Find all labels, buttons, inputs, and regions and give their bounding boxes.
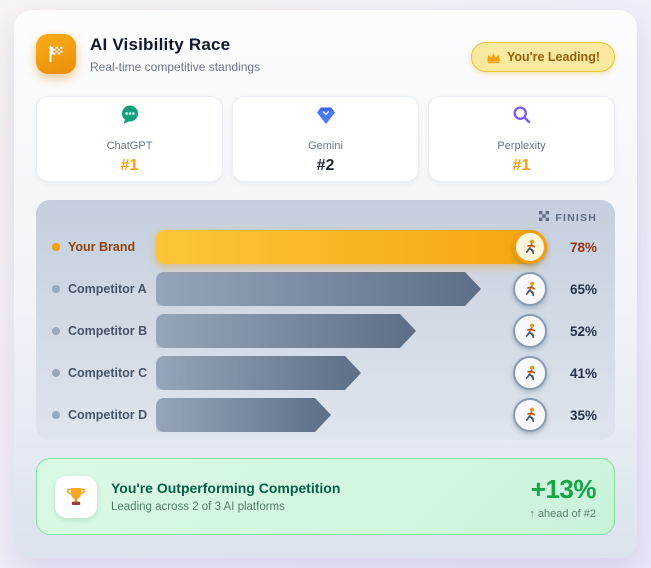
- race-panel: FINISH Your Brand 78% Competitor A: [36, 200, 615, 440]
- leading-status-badge: You're Leading!: [470, 42, 615, 72]
- chat-bubble-icon: [118, 103, 142, 132]
- visibility-race-widget: AI Visibility Race Real-time competitive…: [14, 10, 637, 558]
- crown-icon: [487, 52, 500, 63]
- race-track: [156, 272, 505, 306]
- trophy-icon: [55, 475, 97, 518]
- legend-dot: [52, 411, 60, 419]
- race-row: Competitor C 41%: [52, 356, 599, 390]
- runner-badge: [513, 398, 547, 432]
- magnifier-icon: [510, 103, 534, 132]
- visibility-percent: 65%: [569, 281, 597, 297]
- race-track: [156, 230, 546, 264]
- runner-icon: [525, 407, 536, 423]
- summary-banner: You're Outperforming Competition Leading…: [36, 458, 615, 535]
- visibility-percent: 52%: [569, 323, 597, 339]
- race-row: Competitor D 35%: [52, 398, 599, 432]
- visibility-percent: 78%: [569, 239, 597, 255]
- lead-delta-note: ↑ ahead of #2: [529, 507, 596, 520]
- platform-card[interactable]: ChatGPT #1: [36, 96, 223, 182]
- finish-line-label: FINISH: [52, 211, 599, 224]
- competitor-name: Competitor B: [68, 324, 148, 338]
- runner-icon: [525, 323, 536, 339]
- header-text: AI Visibility Race Real-time competitive…: [90, 35, 260, 74]
- summary-text: You're Outperforming Competition Leading…: [111, 480, 340, 513]
- legend-dot: [52, 327, 60, 335]
- summary-delta-block: +13% ↑ ahead of #2: [529, 474, 596, 520]
- race-row: Competitor A 65%: [52, 272, 599, 306]
- race-row-label: Competitor A: [52, 282, 156, 296]
- race-bar: [156, 356, 361, 390]
- competitor-name: Competitor A: [68, 282, 147, 296]
- chat-bubble-icon: [121, 105, 138, 124]
- race-row-label: Competitor B: [52, 324, 156, 338]
- race-row-label: Your Brand: [52, 240, 156, 254]
- visibility-percent: 41%: [569, 365, 597, 381]
- race-row-label: Competitor D: [52, 408, 156, 422]
- checkered-flag-icon: [539, 211, 550, 221]
- competitor-name: Your Brand: [68, 240, 136, 254]
- gem-icon: [314, 103, 338, 132]
- platform-name: Perplexity: [497, 140, 546, 152]
- runner-badge: [513, 314, 547, 348]
- race-bar: [156, 272, 481, 306]
- runner-badge: [513, 230, 547, 264]
- finish-text: FINISH: [555, 211, 597, 224]
- runner-badge: [513, 356, 547, 390]
- visibility-percent: 35%: [569, 407, 597, 423]
- checkered-flag-icon: [36, 34, 76, 74]
- legend-dot: [52, 243, 60, 251]
- page-title: AI Visibility Race: [90, 34, 231, 54]
- page-subtitle: Real-time competitive standings: [90, 59, 261, 74]
- legend-dot: [52, 369, 60, 377]
- badge-label: You're Leading!: [506, 50, 600, 64]
- race-track: [156, 314, 505, 348]
- platform-card[interactable]: Gemini #2: [232, 96, 419, 182]
- competitor-name: Competitor C: [68, 366, 148, 380]
- competitor-name: Competitor D: [68, 408, 148, 422]
- widget-header: AI Visibility Race Real-time competitive…: [14, 10, 637, 74]
- race-track: [156, 356, 505, 390]
- race-row-label: Competitor C: [52, 366, 156, 380]
- race-row: Competitor B 52%: [52, 314, 599, 348]
- platform-card[interactable]: Perplexity #1: [428, 96, 615, 182]
- runner-icon: [525, 239, 536, 255]
- platform-cards: ChatGPT #1 Gemini #2 Perplexity #1: [14, 74, 637, 182]
- race-track: [156, 398, 505, 432]
- race-row: Your Brand 78%: [52, 230, 599, 264]
- runner-icon: [525, 365, 536, 381]
- race-rows: Your Brand 78% Competitor A: [52, 230, 599, 432]
- runner-badge: [513, 272, 547, 306]
- platform-rank: #2: [316, 157, 335, 174]
- race-bar: [156, 398, 331, 432]
- platform-name: Gemini: [308, 140, 343, 152]
- race-bar: [156, 230, 546, 264]
- summary-title: You're Outperforming Competition: [111, 480, 341, 496]
- platform-rank: #1: [120, 157, 139, 174]
- race-bar: [156, 314, 416, 348]
- runner-icon: [525, 281, 536, 297]
- magnifier-icon: [512, 106, 530, 124]
- gem-icon: [316, 107, 335, 124]
- platform-name: ChatGPT: [106, 140, 153, 152]
- summary-subtitle: Leading across 2 of 3 AI platforms: [111, 501, 285, 513]
- legend-dot: [52, 285, 60, 293]
- lead-delta: +13%: [530, 473, 597, 504]
- platform-rank: #1: [512, 157, 531, 174]
